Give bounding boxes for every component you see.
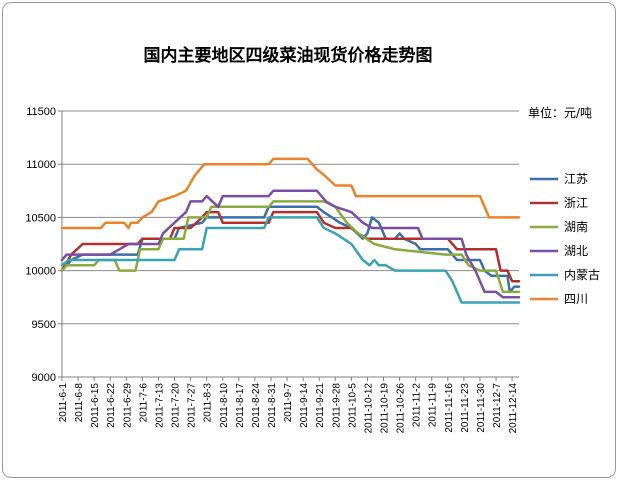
unit-label: 单位：元/吨 (528, 105, 592, 120)
x-tick-label: 2011-11-30 (476, 383, 487, 433)
chart-frame (2, 2, 616, 478)
y-tick-label: 9500 (32, 319, 56, 331)
x-tick-label: 2011-8-17 (235, 383, 246, 428)
x-tick-label: 2011-6-29 (122, 383, 133, 428)
legend-label: 湖北 (564, 243, 588, 258)
x-tick-label: 2011-8-31 (267, 383, 278, 428)
y-tick-label: 11500 (26, 106, 56, 118)
series-line (60, 210, 521, 283)
x-tick-label: 2011-9-14 (299, 383, 310, 428)
series-line (60, 200, 521, 294)
y-tick-label: 11000 (26, 159, 56, 171)
x-tick-label: 2011-7-20 (171, 383, 182, 428)
x-tick-label: 2011-7-13 (154, 383, 165, 428)
x-tick-label: 2011-12-14 (508, 383, 519, 434)
series-line (60, 157, 521, 230)
x-tick-label: 2011-11-9 (428, 383, 439, 428)
legend-label: 内蒙古 (564, 267, 600, 282)
x-tick-label: 2011-6-15 (90, 383, 101, 428)
x-tick-label: 2011-8-10 (219, 383, 230, 428)
series-line (60, 205, 521, 294)
x-tick-label: 2011-6-22 (106, 383, 117, 428)
x-tick-label: 2011-7-27 (187, 383, 198, 428)
chart-title: 国内主要地区四级菜油现货价格走势图 (144, 45, 433, 66)
x-tick-label: 2011-7-6 (138, 383, 149, 423)
x-tick-label: 2011-11-16 (444, 383, 455, 433)
x-tick-label: 2011-11-23 (460, 383, 471, 433)
axes (58, 110, 519, 381)
x-tick-label: 2011-10-26 (396, 383, 407, 434)
x-tick-label: 2011-12-7 (492, 383, 503, 428)
x-tick-label: 2011-11-2 (412, 383, 423, 428)
y-tick-label: 10000 (25, 266, 56, 278)
x-tick-label: 2011-9-28 (331, 383, 342, 428)
x-tick-label: 2011-8-24 (251, 383, 262, 428)
x-tick-label: 2011-8-3 (203, 383, 214, 423)
y-tick-labels: 9000 9500 10000 10500 11000 11500 (25, 106, 56, 384)
x-tick-label: 2011-9-21 (315, 383, 326, 428)
x-tick-label: 2011-10-19 (380, 383, 391, 434)
legend-label: 江苏 (564, 172, 588, 186)
series-lines (60, 157, 521, 304)
x-tick-label: 2011-9-7 (283, 383, 294, 423)
x-tick-label: 2011-6-1 (58, 383, 69, 423)
legend-label: 浙江 (564, 196, 588, 210)
x-tick-label: 2011-10-5 (347, 383, 358, 428)
legend-label: 湖南 (564, 219, 588, 234)
y-tick-label: 10500 (25, 212, 56, 224)
x-tick-labels: 2011-6-1 2011-6-8 2011-6-15 2011-6-22 2011-6… (58, 383, 519, 434)
y-tick-label: 9000 (32, 372, 56, 384)
series-line (60, 216, 521, 304)
legend-label: 四川 (564, 292, 588, 306)
x-tick-label: 2011-10-12 (363, 383, 374, 434)
series-line (60, 189, 521, 299)
x-tick-label: 2011-6-8 (74, 383, 85, 423)
